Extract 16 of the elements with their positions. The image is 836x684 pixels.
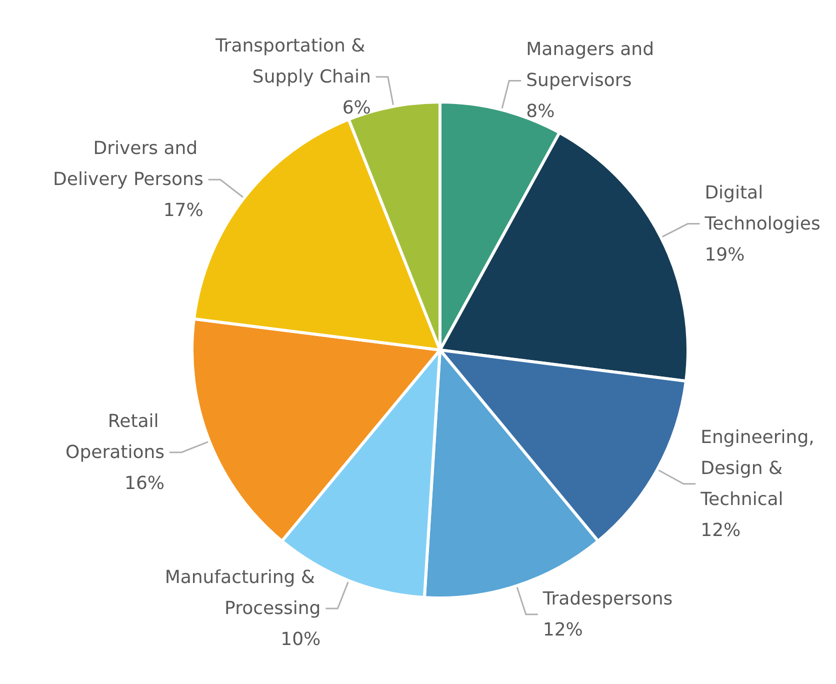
data-label: 10% xyxy=(280,628,321,650)
slice-label: Tradespersons xyxy=(542,588,673,610)
slice-label: Drivers and Delivery Persons xyxy=(53,138,204,190)
data-label: 19% xyxy=(704,244,745,266)
data-label: 17% xyxy=(163,200,204,222)
data-label: 8% xyxy=(526,101,555,122)
data-label: 12% xyxy=(700,520,741,541)
slice-label: Retail Operations xyxy=(66,410,165,463)
slice-label: Managers and Supervisors xyxy=(526,39,660,92)
data-label: 12% xyxy=(542,619,583,640)
slice-label: Engineering, Design & Technical xyxy=(700,426,820,510)
data-label: 6% xyxy=(342,97,371,118)
slice-label: Manufacturing & Processing xyxy=(164,566,321,619)
slice-label: Digital Technologies xyxy=(704,182,820,234)
slice-label: Transportation & Supply Chain xyxy=(214,35,371,88)
data-label: 16% xyxy=(124,472,165,494)
